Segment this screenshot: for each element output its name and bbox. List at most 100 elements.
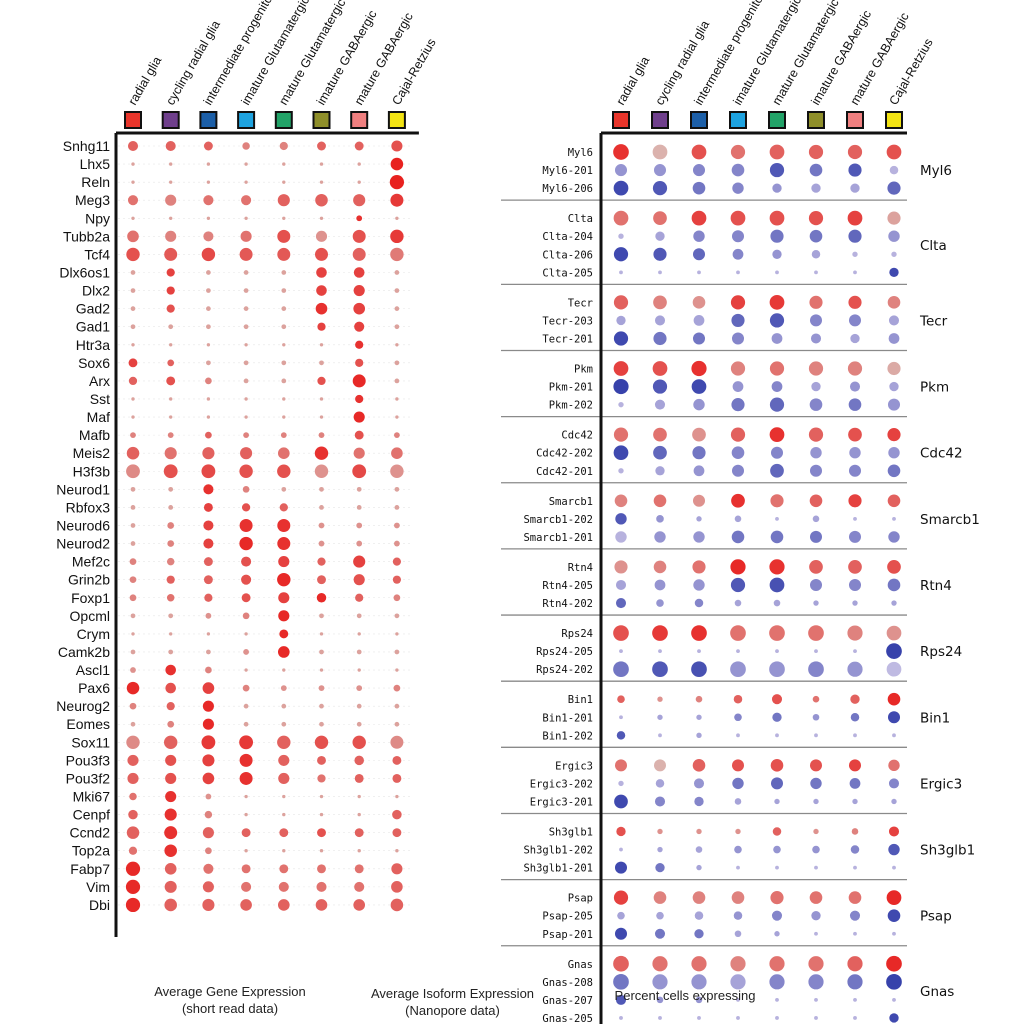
isoform-dot (810, 447, 822, 459)
gene-label: Top2a (72, 843, 110, 859)
isoform-dot (614, 794, 628, 809)
isoform-gene-dot (888, 759, 900, 772)
gene-dot (165, 772, 177, 785)
gene-dot (164, 826, 178, 840)
gene-dot (169, 343, 173, 347)
isoform-gene-dot (692, 296, 706, 309)
isoform-gene-dot (613, 144, 629, 160)
gene-dot (317, 141, 326, 151)
isoform-dot (731, 163, 745, 177)
gene-dot (352, 735, 366, 750)
isoform-row-label: Tecr-203 (542, 315, 593, 327)
isoform-group-label: Psap (920, 909, 952, 925)
gene-dot (395, 415, 399, 419)
gene-label: Ascl1 (76, 662, 110, 678)
gene-dot (202, 754, 215, 767)
gene-dot (242, 684, 250, 692)
isoform-dot (732, 182, 744, 194)
isoform-gene-dot (692, 759, 706, 772)
isoform-dot (619, 715, 623, 720)
isoform-row-label: Myl6-206 (542, 183, 593, 195)
gene-dot (243, 721, 249, 727)
legend-isoform-expression-line2: (Nanopore data) (405, 1003, 500, 1018)
isoform-dot (730, 661, 746, 678)
gene-dot (317, 322, 326, 331)
gene-dot (127, 772, 139, 785)
isoform-dot (731, 230, 745, 243)
isoform-dot (614, 861, 628, 874)
gene-dot (357, 794, 361, 799)
gene-dot (167, 359, 175, 367)
isoform-dot (655, 231, 665, 241)
isoform-dot (615, 579, 627, 591)
isoform-dot (736, 649, 740, 654)
gene-dot (169, 162, 173, 166)
gene-dot (168, 486, 174, 492)
gene-dot (241, 574, 252, 585)
gene-label: Gad2 (76, 301, 110, 317)
isoform-row-label: Psap-201 (542, 929, 593, 941)
isoform-dot (853, 1016, 857, 1020)
gene-dot (205, 612, 212, 619)
isoform-gene-dot (808, 361, 824, 376)
gene-dot (316, 267, 327, 278)
gene-dot (206, 288, 211, 293)
gene-dot (166, 286, 175, 295)
isoform-dot (814, 997, 818, 1002)
isoform-gene-dot (691, 625, 707, 641)
isoform-dot (654, 531, 666, 543)
gene-dot (317, 575, 326, 585)
gene-dot (278, 881, 289, 892)
isoform-dot (692, 181, 706, 195)
isoform-dot (695, 846, 703, 853)
gene-dot (244, 849, 248, 853)
isoform-gene-dot (769, 144, 785, 160)
isoform-dot (853, 649, 857, 654)
gene-label: Reln (81, 174, 110, 190)
gene-dot (165, 230, 177, 242)
gene-dot (395, 343, 399, 347)
celltype-swatch-right (729, 111, 747, 129)
isoform-dot (734, 845, 742, 854)
gene-dot (395, 668, 399, 672)
gene-dot (242, 485, 250, 493)
celltype-swatch-right (768, 111, 786, 129)
isoform-row-label: Clta-206 (542, 249, 593, 261)
gene-dot (394, 721, 400, 727)
gene-label: Snhg11 (63, 138, 110, 154)
gene-dot (354, 141, 364, 151)
isoform-gene-dot (887, 428, 901, 442)
isoform-dot (852, 251, 858, 257)
gene-dot (206, 343, 211, 347)
isoform-row-label: Sh3glb1-201 (523, 863, 593, 875)
isoform-dot (853, 997, 857, 1002)
isoform-dot (656, 515, 664, 523)
isoform-row-label: Smarcb1-201 (523, 532, 593, 544)
isoform-dot (655, 779, 665, 788)
gene-dot (164, 447, 177, 460)
gene-dot (282, 415, 286, 419)
gene-dot (130, 324, 136, 330)
gene-label: Pou3f3 (66, 752, 111, 768)
gene-dot (206, 162, 211, 166)
isoform-row-label: Tecr-201 (542, 333, 593, 345)
isoform-gene-dot (887, 296, 901, 309)
isoform-dot (812, 713, 820, 721)
isoform-dot (775, 1016, 779, 1020)
isoform-dot (734, 599, 742, 607)
gene-dot (203, 484, 214, 495)
isoform-row-label: Rps24 (561, 628, 593, 640)
gene-dot (392, 575, 402, 584)
isoform-gene-dot (848, 560, 862, 574)
isoform-dot (692, 248, 706, 261)
isoform-dot (888, 447, 900, 459)
isoform-dot (850, 333, 860, 344)
isoform-dot (814, 270, 818, 275)
isoform-gene-dot (652, 361, 668, 376)
gene-label: Neurog2 (56, 698, 110, 714)
isoform-row-label: Gnas-205 (542, 1013, 593, 1024)
isoform-gene-dot (769, 956, 785, 972)
celltype-swatch-left (237, 111, 256, 129)
gene-dot (319, 721, 324, 727)
gene-dot (130, 721, 136, 727)
